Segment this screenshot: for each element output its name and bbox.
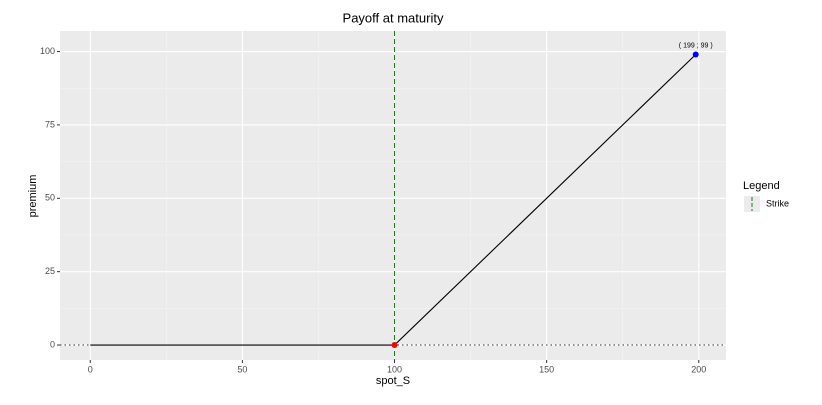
x-tick-label: 50: [237, 364, 247, 374]
point: [692, 51, 699, 58]
chart-title: Payoff at maturity: [343, 10, 444, 25]
y-tick-label: 100: [40, 46, 55, 56]
y-tick-label: 50: [45, 193, 55, 203]
point: [391, 342, 398, 349]
legend-title: Legend: [743, 180, 780, 192]
x-tick-label: 150: [539, 364, 554, 374]
y-tick-label: 25: [45, 266, 55, 276]
x-tick-label: 200: [691, 364, 706, 374]
y-tick-label: 75: [45, 119, 55, 129]
x-tick-label: 100: [387, 364, 402, 374]
panel: [60, 31, 726, 360]
legend-label: Strike: [766, 198, 789, 208]
annotation: ( 199 ; 99 ): [679, 42, 713, 49]
x-axis-label: spot_S: [376, 375, 410, 387]
x-tick-label: 0: [88, 364, 93, 374]
y-tick-label: 0: [50, 339, 55, 349]
y-axis-label: premium: [27, 175, 39, 218]
